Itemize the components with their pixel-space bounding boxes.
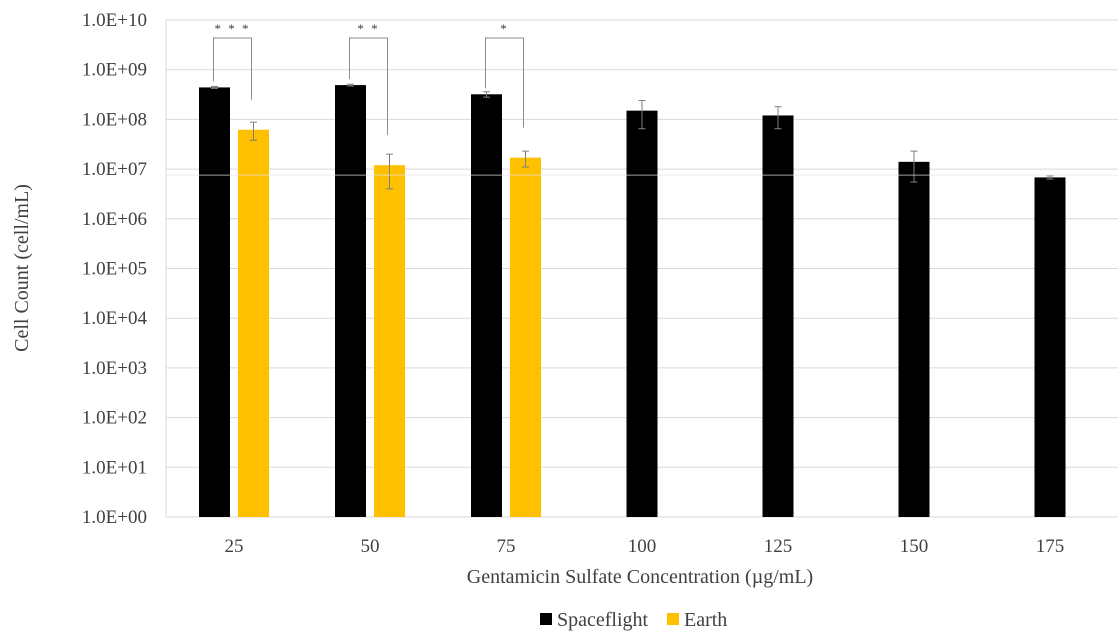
y-tick-label: 1.0E+01: [82, 457, 147, 478]
legend-swatch: [540, 613, 552, 625]
x-tick-label: 125: [764, 536, 793, 557]
significance-brackets: * * * * * *: [213, 21, 524, 136]
legend-swatch: [667, 613, 679, 625]
x-tick-label: 100: [628, 536, 657, 557]
legend-label: Earth: [684, 609, 727, 631]
x-tick-label: 50: [361, 536, 380, 557]
y-tick-label: 1.0E+02: [82, 408, 147, 429]
bar-spaceflight: [199, 87, 230, 517]
bar-spaceflight: [471, 94, 502, 518]
x-tick-label: 25: [225, 536, 244, 557]
x-tick-label: 150: [900, 536, 929, 557]
bar-spaceflight: [762, 115, 794, 517]
y-tick-label: 1.0E+00: [82, 507, 147, 528]
x-tick-labels: 25 50 75 100 125 150 175: [225, 536, 1065, 557]
y-axis-title: Cell Count (cell/mL): [11, 184, 33, 352]
error-bars: [166, 83, 1118, 190]
bar-spaceflight: [1034, 177, 1066, 517]
bar-spaceflight: [335, 85, 366, 517]
significance-label: * *: [357, 21, 379, 36]
y-tick-label: 1.0E+08: [82, 109, 147, 130]
significance-label: *: [500, 21, 509, 36]
significance-label: * * *: [215, 21, 251, 36]
y-tick-label: 1.0E+05: [82, 259, 147, 280]
significance-bracket: [349, 37, 388, 136]
x-tick-label: 75: [497, 536, 516, 557]
y-tick-label: 1.0E+09: [82, 60, 147, 81]
x-tick-label: 175: [1036, 536, 1065, 557]
bars: [199, 85, 1066, 518]
significance-bracket: [213, 37, 252, 100]
legend-label: Spaceflight: [557, 609, 649, 631]
x-axis-title: Gentamicin Sulfate Concentration (µg/mL): [467, 566, 813, 588]
bar-earth: [510, 157, 541, 518]
y-tick-label: 1.0E+10: [82, 10, 147, 31]
y-tick-label: 1.0E+07: [82, 159, 147, 180]
bar-earth: [238, 129, 269, 517]
y-tick-label: 1.0E+06: [82, 209, 147, 230]
significance-bracket: [485, 37, 524, 128]
y-tick-label: 1.0E+03: [82, 358, 147, 379]
bar-spaceflight: [626, 110, 658, 518]
bar-spaceflight: [898, 161, 930, 517]
legend: Spaceflight Earth: [540, 609, 727, 631]
bar-earth: [374, 165, 405, 518]
y-tick-label: 1.0E+04: [82, 308, 148, 329]
y-tick-labels: 1.0E+00 1.0E+01 1.0E+02 1.0E+03 1.0E+04 1.0E+…: [82, 10, 148, 528]
